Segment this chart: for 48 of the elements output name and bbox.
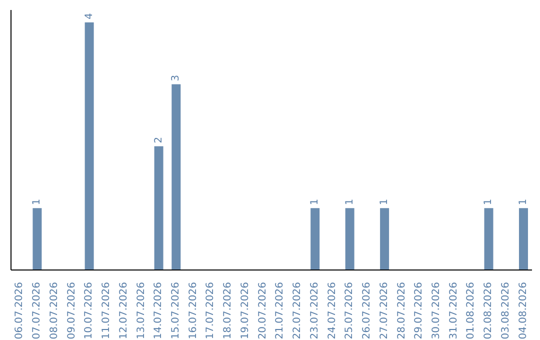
x-tick-label: 01.08.2026	[466, 282, 477, 340]
data-label: 1	[379, 198, 390, 206]
x-tick-label: 23.07.2026	[309, 282, 320, 340]
x-tick-label: 24.07.2026	[326, 282, 338, 340]
x-tick-label: 04.08.2026	[518, 282, 529, 340]
bar	[484, 208, 494, 270]
x-tick-label: 10.07.2026	[84, 282, 95, 340]
x-tick-label: 06.07.2026	[14, 282, 26, 340]
x-tick-label: 27.07.2026	[378, 282, 390, 340]
bar	[154, 146, 164, 270]
data-label: 1	[518, 198, 529, 206]
x-tick-label: 11.07.2026	[101, 282, 112, 340]
data-label: 2	[153, 136, 164, 144]
x-tick-label: 16.07.2026	[188, 282, 199, 340]
x-tick-label: 14.07.2026	[153, 282, 164, 340]
x-tick-label: 31.07.2026	[448, 282, 460, 340]
bar	[345, 208, 354, 270]
bar	[32, 208, 42, 270]
x-tick-label: 02.08.2026	[483, 282, 494, 340]
x-tick-label: 09.07.2026	[66, 282, 78, 340]
bar	[84, 22, 94, 270]
x-tick-label: 19.07.2026	[240, 282, 251, 340]
data-label: 1	[310, 198, 321, 206]
data-label: 1	[483, 198, 494, 206]
x-tick-label: 08.07.2026	[48, 282, 60, 340]
x-tick-label: 20.07.2026	[257, 282, 268, 340]
bar	[172, 84, 181, 270]
x-tick-label: 17.07.2026	[205, 282, 216, 340]
x-tick-label: 21.07.2026	[274, 282, 286, 340]
x-tick-label: 07.07.2026	[32, 282, 43, 340]
x-tick-label: 25.07.2026	[344, 282, 356, 340]
x-tick-label: 12.07.2026	[118, 282, 130, 340]
bar	[518, 208, 528, 270]
data-label: 3	[170, 74, 182, 82]
data-label: 1	[344, 198, 356, 206]
x-tick-label: 22.07.2026	[292, 282, 304, 340]
x-tick-label: 15.07.2026	[170, 282, 182, 340]
x-tick-label: 18.07.2026	[222, 282, 234, 340]
x-tick-label: 30.07.2026	[430, 282, 442, 340]
x-tick-label: 03.08.2026	[500, 282, 512, 340]
bar	[380, 208, 390, 270]
data-label: 4	[84, 13, 95, 20]
x-tick-label: 26.07.2026	[362, 282, 373, 340]
x-tick-label: 29.07.2026	[414, 282, 425, 340]
x-tick-label: 13.07.2026	[136, 282, 147, 340]
bar	[310, 208, 320, 270]
data-label: 1	[32, 198, 43, 206]
x-tick-label: 28.07.2026	[396, 282, 408, 340]
